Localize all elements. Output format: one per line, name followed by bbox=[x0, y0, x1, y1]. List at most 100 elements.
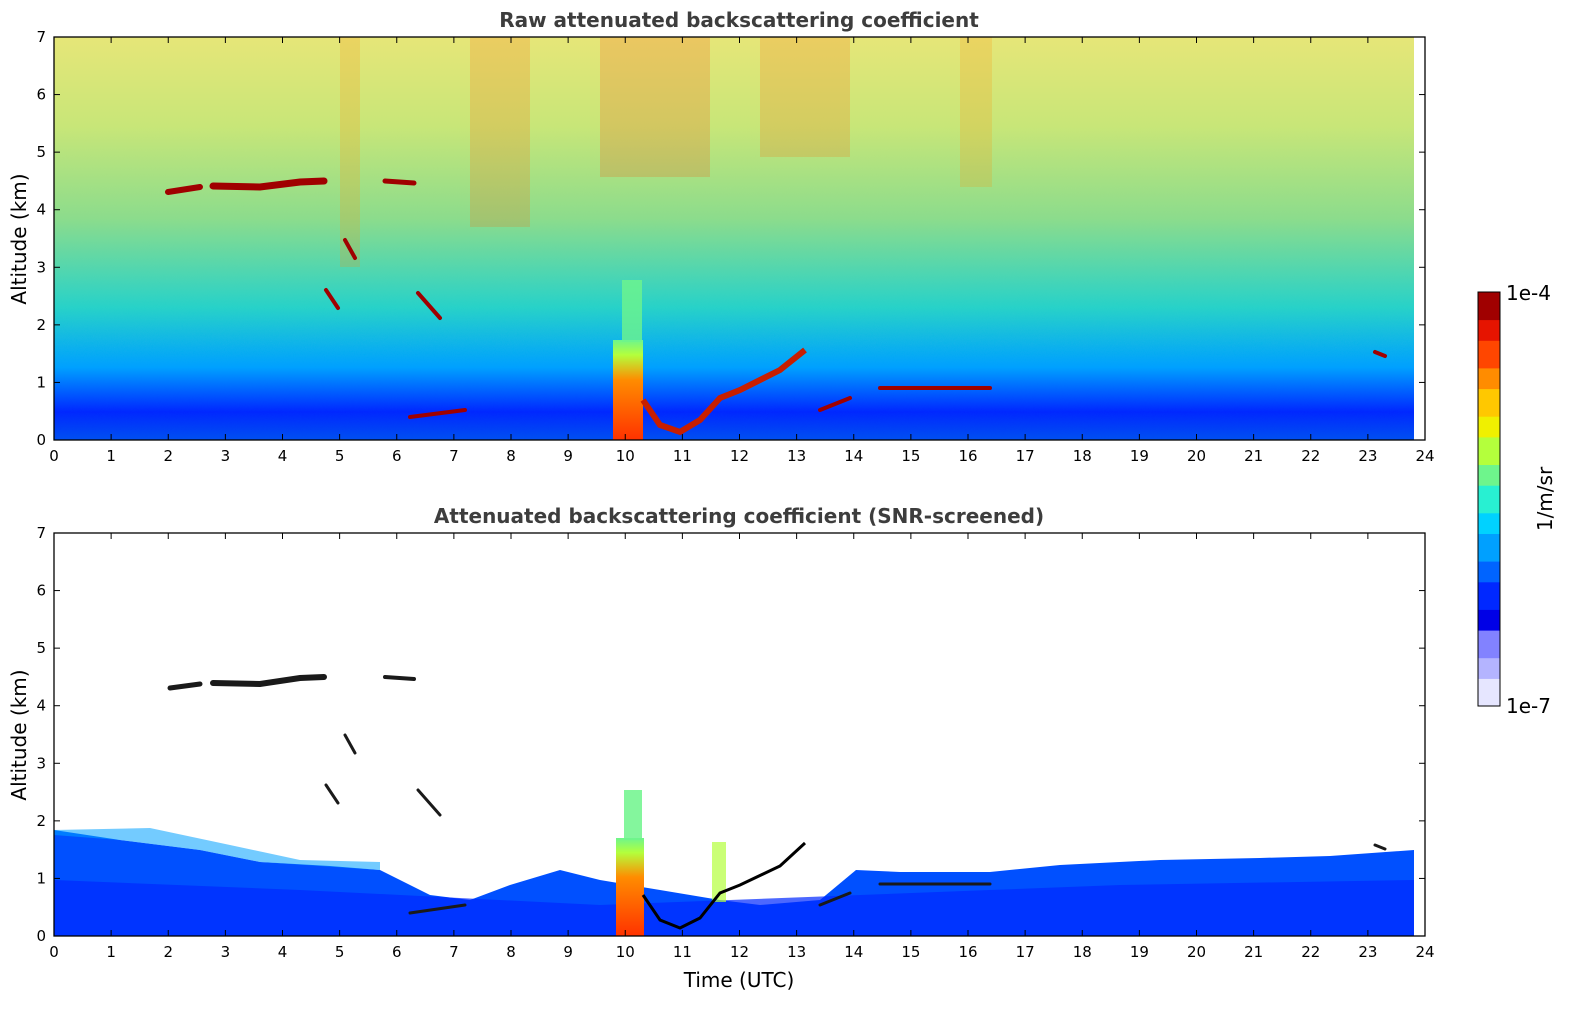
cloud-layer bbox=[818, 396, 852, 412]
panel-screened-title: Attenuated backscattering coefficient (S… bbox=[434, 504, 1044, 528]
colorbar-swatch bbox=[1478, 540, 1500, 548]
colorbar-swatch bbox=[1478, 312, 1500, 321]
x-axis-label: Time (UTC) bbox=[683, 968, 795, 992]
x-tick-label: 2 bbox=[163, 943, 173, 961]
colorbar-swatch bbox=[1478, 402, 1500, 410]
colorbar-swatch bbox=[1478, 574, 1500, 583]
x-tick-label: 18 bbox=[1073, 447, 1092, 465]
panel-raw-cloud-layers bbox=[165, 177, 1387, 419]
colorbar-swatch bbox=[1478, 699, 1500, 707]
x-tick-label: 1 bbox=[106, 943, 116, 961]
colorbar-swatch bbox=[1478, 416, 1500, 424]
y-tick-label: 5 bbox=[36, 143, 46, 161]
x-tick-label: 15 bbox=[901, 943, 920, 961]
colorbar-swatch bbox=[1478, 561, 1500, 569]
streak bbox=[960, 37, 992, 187]
colorbar-swatch bbox=[1478, 485, 1500, 493]
colorbar-swatch bbox=[1478, 374, 1500, 383]
colorbar-swatch bbox=[1478, 436, 1500, 445]
colorbar-swatch bbox=[1478, 547, 1500, 555]
colorbar-swatch bbox=[1478, 609, 1500, 617]
x-tick-label: 20 bbox=[1187, 447, 1206, 465]
plume-core bbox=[613, 340, 643, 440]
y-tick-label: 0 bbox=[36, 927, 46, 945]
colorbar-swatch bbox=[1478, 643, 1500, 652]
colorbar-swatch bbox=[1478, 354, 1500, 362]
boundary-layer-band-upper bbox=[54, 828, 380, 870]
cloud-layer bbox=[408, 903, 467, 915]
y-tick-label: 6 bbox=[36, 582, 46, 600]
cloud-layer bbox=[209, 177, 328, 191]
x-tick-label: 14 bbox=[844, 943, 863, 961]
x-tick-label: 4 bbox=[278, 447, 288, 465]
colorbar-swatch bbox=[1478, 450, 1500, 459]
colorbar-swatch bbox=[1478, 388, 1500, 396]
colorbar-swatch bbox=[1478, 526, 1500, 534]
colorbar-frame bbox=[1477, 291, 1501, 707]
x-tick-label: 6 bbox=[392, 447, 402, 465]
colorbar-swatch bbox=[1478, 512, 1500, 521]
colorbar: 1e-4 1e-7 1/m/sr bbox=[1477, 281, 1557, 718]
x-tick-label: 10 bbox=[616, 943, 635, 961]
colorbar-swatch bbox=[1478, 568, 1500, 576]
colorbar-swatch bbox=[1478, 333, 1500, 341]
colorbar-swatch bbox=[1478, 533, 1500, 541]
panel-raw-daytime-streaks bbox=[340, 37, 992, 267]
x-tick-label: 19 bbox=[1130, 447, 1149, 465]
cloud-layer bbox=[1373, 843, 1387, 851]
x-tick-label: 0 bbox=[49, 447, 59, 465]
colorbar-swatch bbox=[1478, 395, 1500, 403]
colorbar-swatch bbox=[1478, 664, 1500, 672]
x-tick-label: 24 bbox=[1415, 943, 1434, 961]
colorbar-swatch bbox=[1478, 685, 1500, 693]
cloud-layer bbox=[343, 733, 357, 755]
streak bbox=[470, 37, 530, 227]
boundary-layer-band-lower bbox=[54, 880, 1414, 936]
plume-boundary-layer bbox=[641, 841, 807, 930]
streak bbox=[760, 37, 850, 157]
x-tick-label: 12 bbox=[730, 447, 749, 465]
x-tick-label: 17 bbox=[1016, 447, 1035, 465]
cloud-layer bbox=[408, 408, 467, 419]
colorbar-swatch bbox=[1478, 595, 1500, 603]
colorbar-swatch bbox=[1478, 340, 1500, 348]
colorbar-swatch bbox=[1478, 292, 1500, 300]
panel-screened-y-axis-label: Altitude (km) bbox=[7, 669, 31, 800]
y-tick-label: 2 bbox=[36, 812, 46, 830]
x-tick-label: 22 bbox=[1301, 447, 1320, 465]
plume-top bbox=[624, 790, 642, 840]
cloud-layer bbox=[382, 178, 417, 186]
panel-raw-plot-area bbox=[54, 37, 1414, 440]
panel-screened-x-ticks: 0 1 2 3 4 5 6 7 8 9 10 11 12 13 14 15 16 17 18 19 20 21 22 23 24 bbox=[49, 533, 1435, 961]
cloud-layer bbox=[210, 674, 327, 688]
plume-top bbox=[622, 280, 642, 342]
x-tick-label: 19 bbox=[1130, 943, 1149, 961]
y-tick-label: 7 bbox=[36, 524, 46, 542]
colorbar-swatch bbox=[1478, 409, 1500, 417]
y-tick-label: 5 bbox=[36, 639, 46, 657]
x-tick-label: 17 bbox=[1016, 943, 1035, 961]
x-tick-label: 2 bbox=[163, 447, 173, 465]
colorbar-swatch bbox=[1478, 637, 1500, 645]
colorbar-swatch bbox=[1478, 298, 1500, 307]
x-tick-label: 8 bbox=[506, 943, 516, 961]
colorbar-swatch bbox=[1478, 471, 1500, 479]
x-tick-label: 5 bbox=[335, 447, 345, 465]
x-tick-label: 13 bbox=[787, 447, 806, 465]
x-tick-label: 11 bbox=[673, 943, 692, 961]
x-tick-label: 7 bbox=[449, 943, 459, 961]
colorbar-swatch bbox=[1478, 443, 1500, 452]
x-tick-label: 16 bbox=[958, 447, 977, 465]
cloud-layer bbox=[324, 783, 340, 805]
x-tick-label: 8 bbox=[506, 447, 516, 465]
colorbar-swatch bbox=[1478, 554, 1500, 562]
colorbar-swatch bbox=[1478, 423, 1500, 431]
panel-raw-y-axis-label: Altitude (km) bbox=[7, 173, 31, 304]
panel-raw: Raw attenuated backscattering coefficien… bbox=[7, 8, 1435, 465]
colorbar-swatch bbox=[1478, 326, 1500, 334]
colorbar-swatch bbox=[1478, 457, 1500, 465]
x-tick-label: 11 bbox=[673, 447, 692, 465]
x-tick-label: 7 bbox=[449, 447, 459, 465]
cloud-layer bbox=[165, 184, 203, 195]
